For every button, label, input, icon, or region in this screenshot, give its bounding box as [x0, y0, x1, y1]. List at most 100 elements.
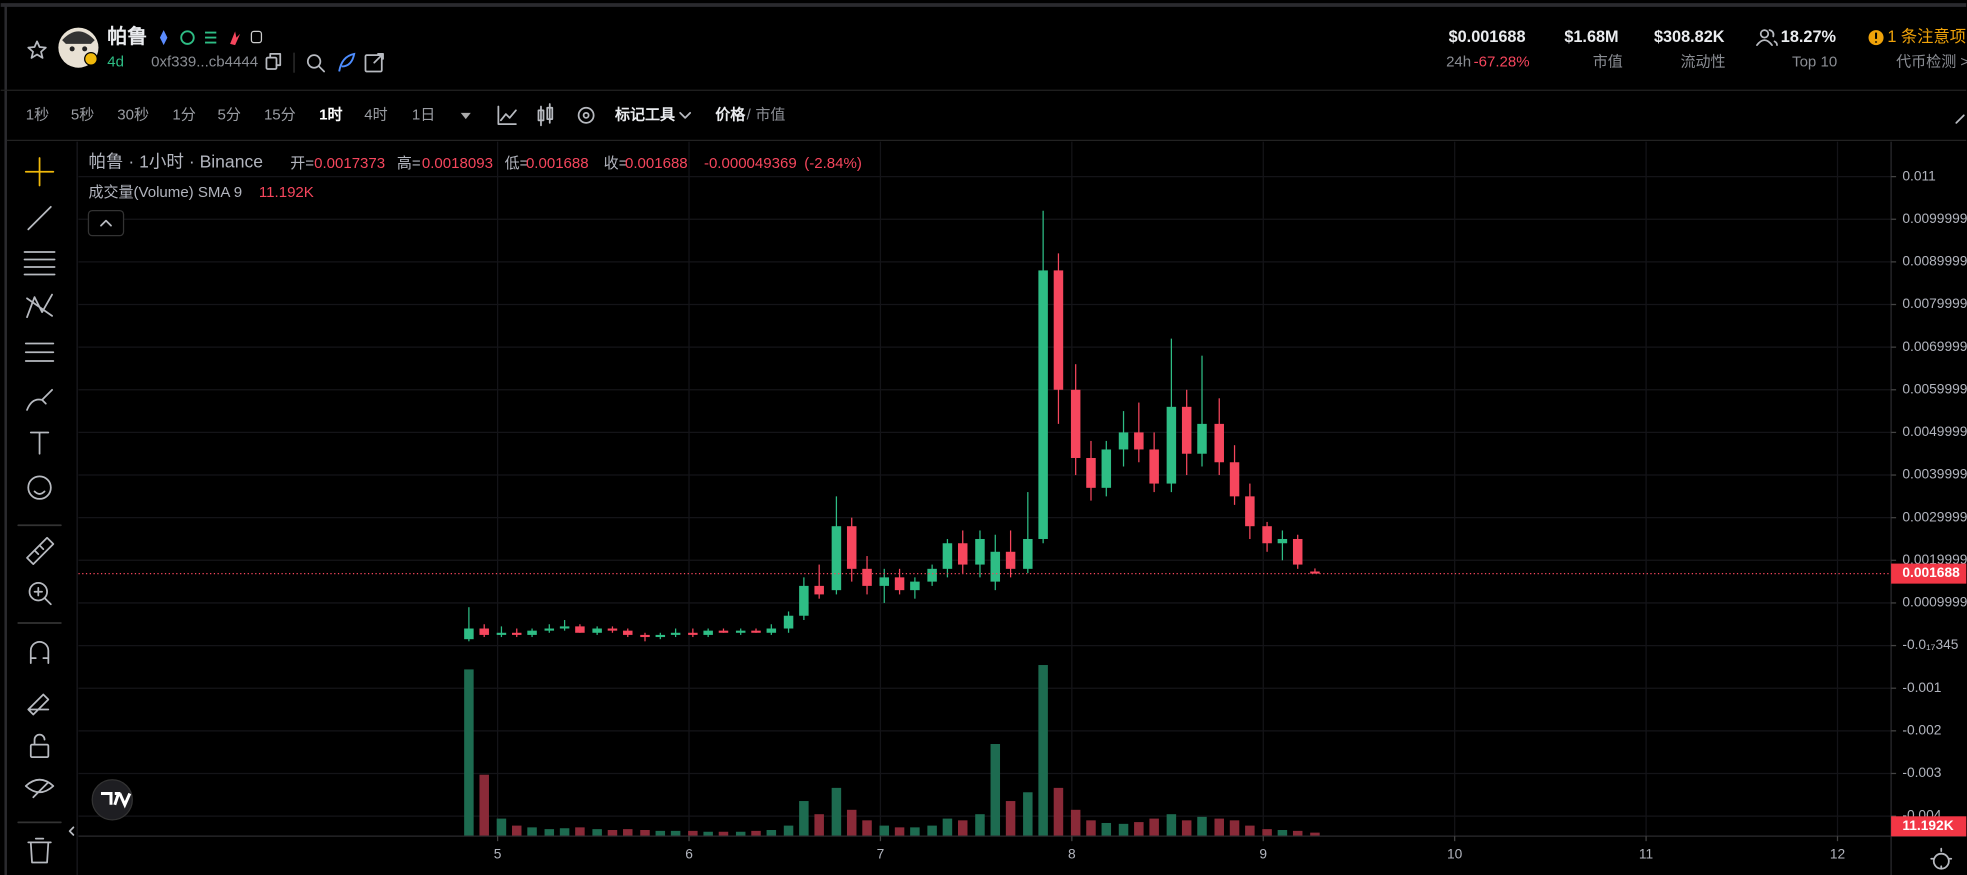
- volume-bar: [655, 830, 666, 837]
- collapse-box[interactable]: [87, 209, 125, 237]
- alerts-value[interactable]: 1 条注意项: [1887, 27, 1966, 46]
- lock-tool-part[interactable]: [29, 743, 50, 759]
- candle-body: [735, 630, 746, 633]
- drawing-tools[interactable]: 标记工具: [614, 105, 675, 123]
- candle-body: [927, 568, 937, 582]
- candle-body: [894, 577, 905, 591]
- zoom-tool[interactable]: [28, 582, 52, 606]
- market-cap-toggle[interactable]: 市值: [755, 106, 785, 123]
- expand-button[interactable]: [1955, 114, 1965, 124]
- lock-tool-part[interactable]: [33, 733, 46, 746]
- trendline-tool[interactable]: [27, 205, 52, 231]
- interval-button[interactable]: 15分: [264, 106, 296, 123]
- token-age: 4d: [107, 54, 124, 71]
- volume-bar: [735, 831, 746, 837]
- candle-body: [1166, 406, 1177, 484]
- text-tool[interactable]: [29, 431, 50, 455]
- x-tick-label: 9: [1259, 847, 1267, 862]
- y-tick-label: 0.0059999: [1902, 381, 1967, 396]
- emoji-tool-part[interactable]: [27, 475, 52, 500]
- projection-tool[interactable]: [24, 342, 55, 362]
- candle-body: [592, 628, 602, 633]
- search-button-part[interactable]: [306, 54, 322, 69]
- emoji-tool-part[interactable]: [33, 490, 46, 495]
- indicator-button-part[interactable]: [497, 105, 517, 125]
- volume-bar: [496, 818, 507, 837]
- axis-settings[interactable]: [1930, 847, 1953, 870]
- settings-button-part[interactable]: [582, 111, 590, 119]
- indicator-button[interactable]: [497, 105, 517, 125]
- favorite-star[interactable]: [27, 40, 47, 59]
- lock-tool[interactable]: [29, 733, 50, 759]
- feather-button[interactable]: [338, 52, 356, 72]
- interval-button[interactable]: 1时: [319, 106, 342, 123]
- dropdown-arrow: [679, 111, 692, 119]
- price-toggle[interactable]: 价格: [715, 105, 746, 123]
- y-tick-label: 0.0039999: [1902, 467, 1967, 482]
- zoom-tool-part[interactable]: [33, 587, 52, 606]
- candle-body: [975, 538, 985, 565]
- y-tick-label: 0.0089999: [1902, 254, 1967, 269]
- interval-button[interactable]: 1秒: [26, 106, 49, 123]
- collapse-toolbar[interactable]: [68, 826, 75, 836]
- fib-tool[interactable]: [23, 251, 56, 276]
- search-button-part[interactable]: [318, 65, 325, 73]
- candle-type-button[interactable]: [537, 103, 554, 127]
- volume-bar: [1277, 829, 1288, 837]
- volume-bar: [751, 830, 761, 837]
- collapse-arrow[interactable]: [100, 219, 112, 227]
- zoom-tool-part[interactable]: [28, 582, 48, 602]
- candle-body: [751, 630, 761, 633]
- ohlc-value: 0.001688: [526, 155, 589, 172]
- search-button[interactable]: [306, 54, 325, 73]
- toolbar: 标记工具 价格 / 市值 1秒 5秒 30秒 1分 5分 15分 1时 4时 1日: [26, 103, 1965, 127]
- last-price-label: 0.001688: [1902, 565, 1960, 580]
- candle-body: [640, 634, 650, 638]
- candle-body: [623, 630, 633, 635]
- interval-button[interactable]: 1日: [412, 106, 435, 123]
- delete-tool[interactable]: [27, 837, 52, 864]
- ohlc-value: 0.001688: [625, 155, 688, 172]
- collapse-legend[interactable]: [87, 209, 125, 237]
- ruler-tool[interactable]: [26, 536, 55, 565]
- x-tick-label: 11: [1639, 847, 1653, 862]
- header: 帕鲁 4d 0xf339...cb4444 $0.001688 24h -67.…: [27, 24, 1967, 73]
- token-avatar: [58, 27, 99, 68]
- x-tick-label: 5: [494, 847, 502, 862]
- copy-button-part[interactable]: [265, 56, 278, 70]
- y-tick-label: -0.001: [1902, 680, 1941, 695]
- brush-tool[interactable]: [26, 388, 53, 411]
- copy-button[interactable]: [265, 53, 282, 70]
- share-button-part[interactable]: [364, 54, 383, 73]
- interval-button[interactable]: 1分: [172, 106, 195, 123]
- candle-body: [766, 628, 777, 633]
- candle-body: [496, 632, 507, 635]
- share-button-part[interactable]: [373, 53, 384, 64]
- chart: 帕鲁 · 1小时 · Binance 成交量(Volume) SMA 9 11.…: [78, 141, 1967, 875]
- interval-button[interactable]: 30秒: [117, 106, 149, 123]
- candle-type-button-part[interactable]: [540, 103, 551, 127]
- token-check-link[interactable]: 代币检测 >: [1896, 54, 1967, 71]
- price-label: 24h: [1446, 54, 1471, 71]
- ohlc-value: 0.0017373: [314, 155, 385, 172]
- settings-button-part[interactable]: [577, 106, 595, 124]
- candle-body: [655, 634, 666, 638]
- share-button[interactable]: [364, 53, 384, 73]
- candle-body: [1310, 571, 1320, 574]
- copy-button-part[interactable]: [269, 53, 282, 67]
- visibility-tool[interactable]: [24, 778, 55, 799]
- volume-bar: [1292, 830, 1303, 837]
- interval-button[interactable]: 4时: [364, 106, 387, 123]
- interval-button[interactable]: 5分: [218, 106, 241, 123]
- magnet-tool[interactable]: [29, 640, 50, 665]
- change-value: -0.000049369: [704, 155, 797, 172]
- interval-button[interactable]: 5秒: [71, 106, 94, 123]
- price-value: $0.001688: [1449, 28, 1526, 46]
- settings-button[interactable]: [577, 106, 595, 124]
- lock-drawing-tool[interactable]: [27, 693, 50, 716]
- emoji-tool[interactable]: [27, 475, 52, 500]
- pattern-tool[interactable]: [26, 293, 53, 319]
- more-intervals[interactable]: [460, 112, 471, 120]
- crosshair-tool[interactable]: [24, 157, 55, 187]
